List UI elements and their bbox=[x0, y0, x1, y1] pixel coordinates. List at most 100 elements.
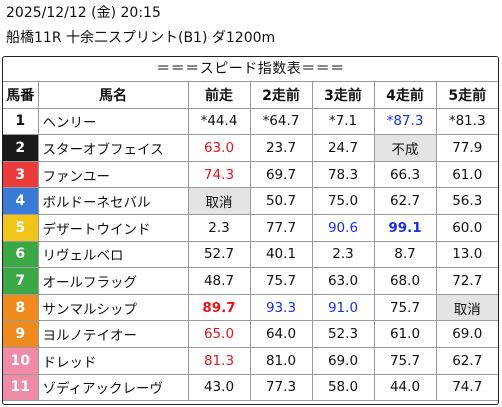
speed-index-table: 馬番 馬名 前走 2走前 3走前 4走前 5走前 1 ヘンリー *44.4 *64.7… bbox=[3, 82, 498, 402]
horse-number-cell: 8 bbox=[3, 293, 39, 322]
speed-index-cell: 63.0 bbox=[311, 267, 375, 295]
speed-index-cell: *7.1 bbox=[311, 108, 375, 136]
speed-index-cell: *87.3 bbox=[373, 108, 437, 136]
race-date: 2025/12/12 (金) 20:15 bbox=[6, 5, 161, 21]
speed-index-cell: 81.0 bbox=[249, 346, 313, 375]
horse-number-cell: 5 bbox=[3, 213, 39, 242]
speed-index-cell: *81.3 bbox=[435, 108, 498, 136]
speed-index-cell: 48.7 bbox=[187, 267, 251, 295]
speed-index-cell: 60.0 bbox=[435, 213, 498, 242]
header-4-races-ago: 4走前 bbox=[373, 82, 437, 109]
speed-index-cell: 65.0 bbox=[187, 320, 251, 348]
horse-name-cell: リヴェルベロ bbox=[37, 240, 189, 269]
speed-index-table-frame: ＝＝＝スピード指数表＝＝＝ 馬番 馬名 前走 2走前 3走前 4走前 5走前 1… bbox=[2, 56, 499, 405]
table-row: 10 ドレッド 81.3 81.0 69.0 75.7 62.7 bbox=[3, 346, 498, 375]
table-row: 8 サンマルシップ 89.7 93.3 91.0 75.7 取消 bbox=[3, 293, 498, 322]
horse-number-cell: 9 bbox=[3, 320, 39, 348]
horse-number-cell: 2 bbox=[3, 134, 39, 162]
table-row: 1 ヘンリー *44.4 *64.7 *7.1 *87.3 *81.3 bbox=[3, 108, 498, 136]
table-row: 6 リヴェルベロ 52.7 40.1 2.3 8.7 13.0 bbox=[3, 240, 498, 269]
horse-number-cell: 10 bbox=[3, 346, 39, 375]
speed-index-cell: 68.0 bbox=[373, 267, 437, 295]
speed-index-cell: 78.3 bbox=[311, 160, 375, 189]
speed-index-cell: 2.3 bbox=[311, 240, 375, 269]
speed-index-cell: 75.7 bbox=[249, 267, 313, 295]
speed-index-cell: 23.7 bbox=[249, 134, 313, 162]
speed-index-cell: *44.4 bbox=[187, 108, 251, 136]
table-row: 3 ファンユー 74.3 69.7 78.3 66.3 61.0 bbox=[3, 160, 498, 189]
speed-index-cell: 不成 bbox=[373, 134, 437, 162]
horse-name-cell: デザートウインド bbox=[37, 213, 189, 242]
header-row: 馬番 馬名 前走 2走前 3走前 4走前 5走前 bbox=[3, 82, 498, 109]
speed-index-cell: 91.0 bbox=[311, 293, 375, 322]
speed-index-cell: 61.0 bbox=[373, 320, 437, 348]
header-3-races-ago: 3走前 bbox=[311, 82, 375, 109]
speed-index-cell: 89.7 bbox=[187, 293, 251, 322]
speed-index-cell: 58.0 bbox=[311, 373, 375, 402]
speed-index-cell: 75.7 bbox=[373, 293, 437, 322]
horse-number-cell: 7 bbox=[3, 267, 39, 295]
speed-index-cell: 取消 bbox=[187, 187, 251, 215]
horse-name-cell: スターオブフェイス bbox=[37, 134, 189, 162]
horse-name-cell: オールフラッグ bbox=[37, 267, 189, 295]
horse-name-cell: ヨルノテイオー bbox=[37, 320, 189, 348]
header-horse-name: 馬名 bbox=[37, 82, 189, 109]
speed-index-cell: 50.7 bbox=[249, 187, 313, 215]
speed-index-cell: 62.7 bbox=[373, 187, 437, 215]
speed-index-cell: 69.0 bbox=[311, 346, 375, 375]
speed-index-cell: 81.3 bbox=[187, 346, 251, 375]
speed-index-cell: 13.0 bbox=[435, 240, 498, 269]
table-title: ＝＝＝スピード指数表＝＝＝ bbox=[3, 57, 498, 82]
speed-index-cell: 77.7 bbox=[249, 213, 313, 242]
speed-index-cell: 63.0 bbox=[187, 134, 251, 162]
speed-index-cell: 69.0 bbox=[435, 320, 498, 348]
table-row: 11 ゾディアックレーヴ 43.0 77.3 58.0 44.0 74.7 bbox=[3, 373, 498, 402]
header-horse-number: 馬番 bbox=[3, 82, 39, 109]
table-row: 7 オールフラッグ 48.7 75.7 63.0 68.0 72.7 bbox=[3, 267, 498, 295]
speed-index-cell: 69.7 bbox=[249, 160, 313, 189]
header-2-races-ago: 2走前 bbox=[249, 82, 313, 109]
speed-index-cell: 74.7 bbox=[435, 373, 498, 402]
table-row: 2 スターオブフェイス 63.0 23.7 24.7 不成 77.9 bbox=[3, 134, 498, 162]
header-5-races-ago: 5走前 bbox=[435, 82, 498, 109]
horse-name-cell: ファンユー bbox=[37, 160, 189, 189]
table-row: 5 デザートウインド 2.3 77.7 90.6 99.1 60.0 bbox=[3, 213, 498, 242]
speed-index-cell: 56.3 bbox=[435, 187, 498, 215]
horse-name-cell: サンマルシップ bbox=[37, 293, 189, 322]
speed-index-cell: 75.0 bbox=[311, 187, 375, 215]
horse-name-cell: ヘンリー bbox=[37, 108, 189, 136]
speed-index-cell: 93.3 bbox=[249, 293, 313, 322]
speed-index-cell: 64.0 bbox=[249, 320, 313, 348]
speed-index-cell: 40.1 bbox=[249, 240, 313, 269]
speed-index-cell: 61.0 bbox=[435, 160, 498, 189]
table-row: 4 ボルドーネセバル 取消 50.7 75.0 62.7 56.3 bbox=[3, 187, 498, 215]
speed-index-cell: 72.7 bbox=[435, 267, 498, 295]
horse-number-cell: 11 bbox=[3, 373, 39, 402]
horse-number-cell: 1 bbox=[3, 108, 39, 136]
horse-number-cell: 4 bbox=[3, 187, 39, 215]
speed-index-cell: *64.7 bbox=[249, 108, 313, 136]
speed-index-cell: 66.3 bbox=[373, 160, 437, 189]
speed-index-cell: 8.7 bbox=[373, 240, 437, 269]
horse-name-cell: ドレッド bbox=[37, 346, 189, 375]
speed-index-cell: 43.0 bbox=[187, 373, 251, 402]
header-last-race: 前走 bbox=[187, 82, 251, 109]
speed-index-cell: 75.7 bbox=[373, 346, 437, 375]
speed-index-cell: 62.7 bbox=[435, 346, 498, 375]
speed-index-cell: 24.7 bbox=[311, 134, 375, 162]
horse-number-cell: 3 bbox=[3, 160, 39, 189]
speed-index-cell: 77.9 bbox=[435, 134, 498, 162]
speed-index-cell: 52.3 bbox=[311, 320, 375, 348]
speed-index-cell: 取消 bbox=[435, 293, 498, 322]
horse-number-cell: 6 bbox=[3, 240, 39, 269]
race-title: 船橋11R 十余二スプリント(B1) ダ1200m bbox=[6, 30, 276, 46]
table-row: 9 ヨルノテイオー 65.0 64.0 52.3 61.0 69.0 bbox=[3, 320, 498, 348]
horse-name-cell: ボルドーネセバル bbox=[37, 187, 189, 215]
speed-index-cell: 77.3 bbox=[249, 373, 313, 402]
speed-index-cell: 74.3 bbox=[187, 160, 251, 189]
speed-index-cell: 99.1 bbox=[373, 213, 437, 242]
speed-index-cell: 2.3 bbox=[187, 213, 251, 242]
speed-index-cell: 90.6 bbox=[311, 213, 375, 242]
speed-index-cell: 52.7 bbox=[187, 240, 251, 269]
